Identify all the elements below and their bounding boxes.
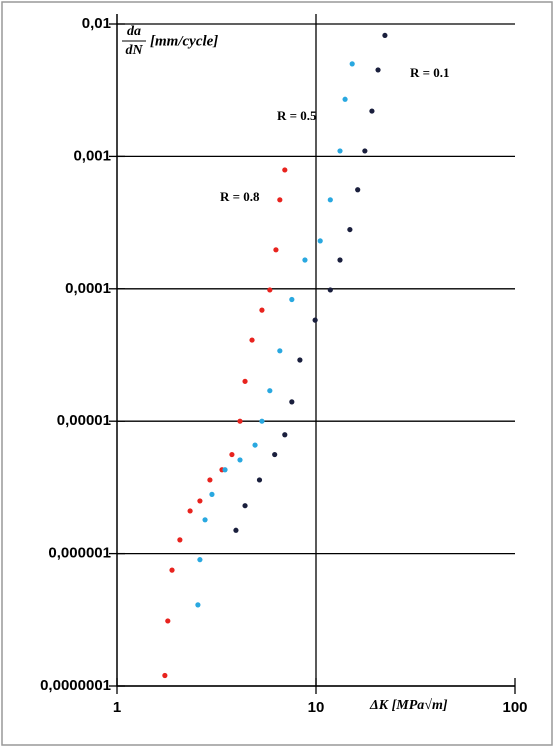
- point: [362, 148, 368, 154]
- point: [375, 67, 381, 73]
- point: [242, 378, 248, 384]
- point: [349, 61, 355, 67]
- x-tick-label: 1: [113, 699, 121, 716]
- point: [273, 247, 279, 253]
- point: [347, 226, 353, 233]
- y-label-numerator: da: [127, 24, 141, 39]
- point: [249, 337, 255, 343]
- point: [169, 567, 175, 573]
- point: [337, 257, 343, 263]
- point: [259, 418, 265, 424]
- series-label: R = 0.8: [220, 189, 260, 204]
- point: [327, 287, 333, 293]
- point: [207, 477, 213, 483]
- point: [195, 602, 201, 608]
- y-tick-label: 0,0000001: [40, 677, 111, 694]
- point: [317, 238, 323, 244]
- point: [187, 508, 193, 514]
- point: [267, 388, 273, 394]
- point: [369, 108, 375, 114]
- point: [259, 307, 265, 313]
- point: [302, 257, 308, 263]
- point: [256, 477, 263, 483]
- y-tick-label: 0,00001: [57, 412, 111, 429]
- point: [355, 187, 361, 193]
- point: [342, 96, 348, 102]
- point: [289, 296, 295, 303]
- point: [237, 457, 243, 463]
- point: [242, 503, 248, 509]
- y-tick-label: 0,000001: [48, 545, 111, 562]
- point: [202, 517, 208, 523]
- y-tick-label: 0,001: [73, 147, 111, 164]
- y-tick-label: 0,01: [82, 15, 111, 32]
- point: [233, 527, 239, 533]
- point: [282, 432, 288, 438]
- y-label-unit: [mm/cycle]: [150, 33, 218, 49]
- y-tick-label: 0,0001: [65, 280, 111, 297]
- point: [297, 357, 303, 363]
- point: [209, 491, 215, 497]
- point: [289, 399, 295, 405]
- point: [197, 498, 203, 504]
- point: [327, 197, 333, 203]
- point: [252, 442, 258, 448]
- point: [382, 32, 388, 39]
- point: [277, 348, 283, 354]
- point: [272, 451, 278, 458]
- point: [267, 287, 273, 293]
- point: [277, 197, 283, 203]
- series-label: R = 0.1: [410, 65, 450, 80]
- y-label-denominator: dN: [125, 43, 143, 58]
- point: [162, 672, 168, 679]
- point: [177, 537, 183, 543]
- point: [282, 167, 288, 173]
- series-label: R = 0.5: [277, 108, 317, 123]
- x-tick-label: 100: [502, 699, 527, 716]
- point: [197, 557, 203, 563]
- point: [165, 618, 171, 624]
- point: [312, 317, 318, 323]
- x-tick-label: 10: [308, 699, 325, 716]
- point: [229, 451, 235, 458]
- point: [237, 418, 243, 424]
- point: [222, 467, 228, 473]
- x-label: ΔK [MPa√m]: [369, 698, 448, 713]
- point: [337, 148, 343, 154]
